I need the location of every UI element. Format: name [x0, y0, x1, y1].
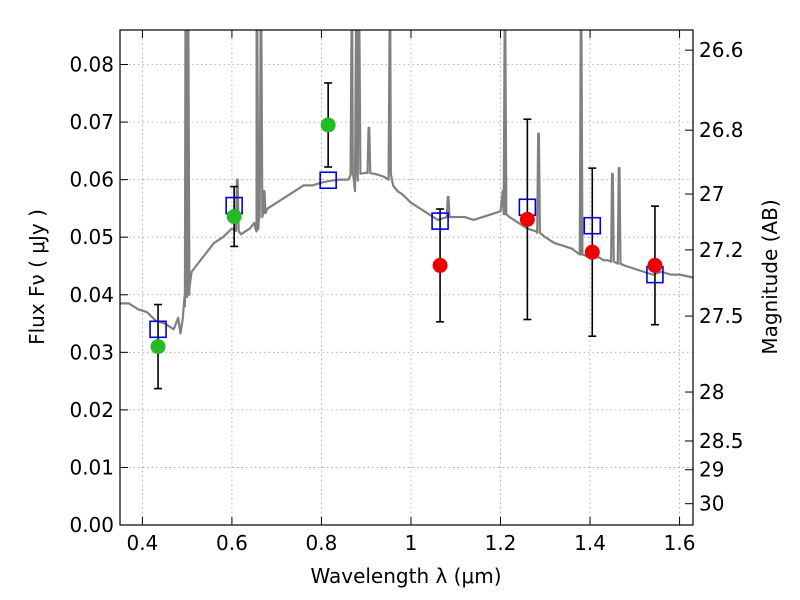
- x-tick-label: 1: [405, 531, 418, 555]
- x-tick-label: 1.6: [664, 531, 696, 555]
- y-axis-title: Flux Fν ( μJy ): [25, 209, 49, 345]
- y-tick-label: 0.01: [69, 455, 114, 479]
- y2-axis-title: Magnitude (AB): [758, 199, 782, 354]
- y2-tick-label: 30: [699, 492, 724, 516]
- y-tick-label: 0.06: [69, 168, 114, 192]
- observed-point: [432, 257, 448, 273]
- observed-point: [647, 257, 663, 273]
- y2-tick-label: 28.5: [699, 429, 744, 453]
- observed-photometry-points: [150, 117, 663, 355]
- plot-frame: [119, 29, 694, 526]
- model-spectrum: [120, 30, 693, 335]
- observed-point: [150, 339, 166, 355]
- y-tick-label: 0.03: [69, 340, 114, 364]
- y2-tick-label: 28: [699, 380, 724, 404]
- y-tick-label: 0.02: [69, 398, 114, 422]
- observed-point: [226, 208, 242, 224]
- model-point: [319, 171, 337, 190]
- x-tick-label: 1.2: [485, 531, 517, 555]
- model-point: [431, 212, 449, 230]
- y-tick-label: 0.00: [69, 513, 114, 537]
- model-point: [583, 216, 602, 235]
- plot-background: [120, 30, 693, 525]
- y2-tick-label: 27.5: [699, 304, 744, 328]
- y-tick-label: 0.08: [69, 53, 114, 77]
- y2-tick-label: 26.8: [699, 118, 744, 142]
- y-tick-label: 0.04: [69, 283, 114, 307]
- x-tick-label: 0.8: [306, 531, 338, 555]
- x-axis-title: Wavelength λ (μm): [310, 564, 501, 588]
- x-tick-label: 0.6: [216, 531, 248, 555]
- error-bars: [154, 82, 659, 390]
- observed-point: [584, 244, 600, 260]
- y-tick-label: 0.05: [69, 225, 114, 249]
- x-tick-label: 0.4: [126, 531, 158, 555]
- y2-tick-label: 27: [699, 182, 724, 206]
- y2-tick-label: 26.6: [699, 38, 744, 62]
- model-point: [149, 320, 167, 339]
- axis-ticks: 0.4 0.6 0.8 1 1.2 1.4 1.6 0.00 0.01 0.02 0.03 0.04 0…: [69, 30, 744, 555]
- observed-point: [519, 211, 535, 227]
- y2-tick-label: 27.2: [699, 238, 744, 262]
- y2-tick-label: 29: [699, 458, 724, 482]
- y-tick-label: 0.07: [69, 110, 114, 134]
- x-tick-label: 1.4: [574, 531, 606, 555]
- spectrum-line: [120, 30, 693, 335]
- observed-point: [320, 117, 336, 133]
